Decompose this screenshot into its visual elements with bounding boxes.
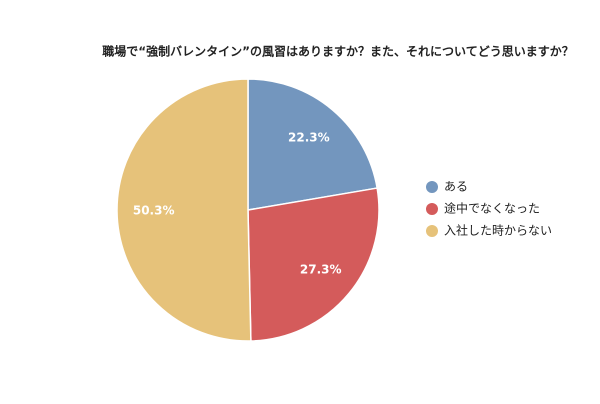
data-label: 50.3%	[133, 204, 175, 218]
legend-label: 途中でなくなった	[444, 201, 540, 216]
legend-marker	[426, 203, 438, 215]
pie-slice	[247, 187, 380, 342]
legend-label: 入社した時からない	[444, 223, 552, 238]
legend-marker	[426, 181, 438, 193]
legend-label: ある	[444, 180, 468, 194]
pie-slice	[116, 78, 252, 342]
data-label: 27.3%	[300, 263, 342, 277]
pie-slice	[247, 78, 379, 211]
chart-title: 職場で“強制バレンタイン”の風習はありますか？また、それについてどう思いますか？	[102, 44, 573, 59]
data-label: 22.3%	[288, 130, 330, 144]
legend-marker	[426, 225, 438, 237]
